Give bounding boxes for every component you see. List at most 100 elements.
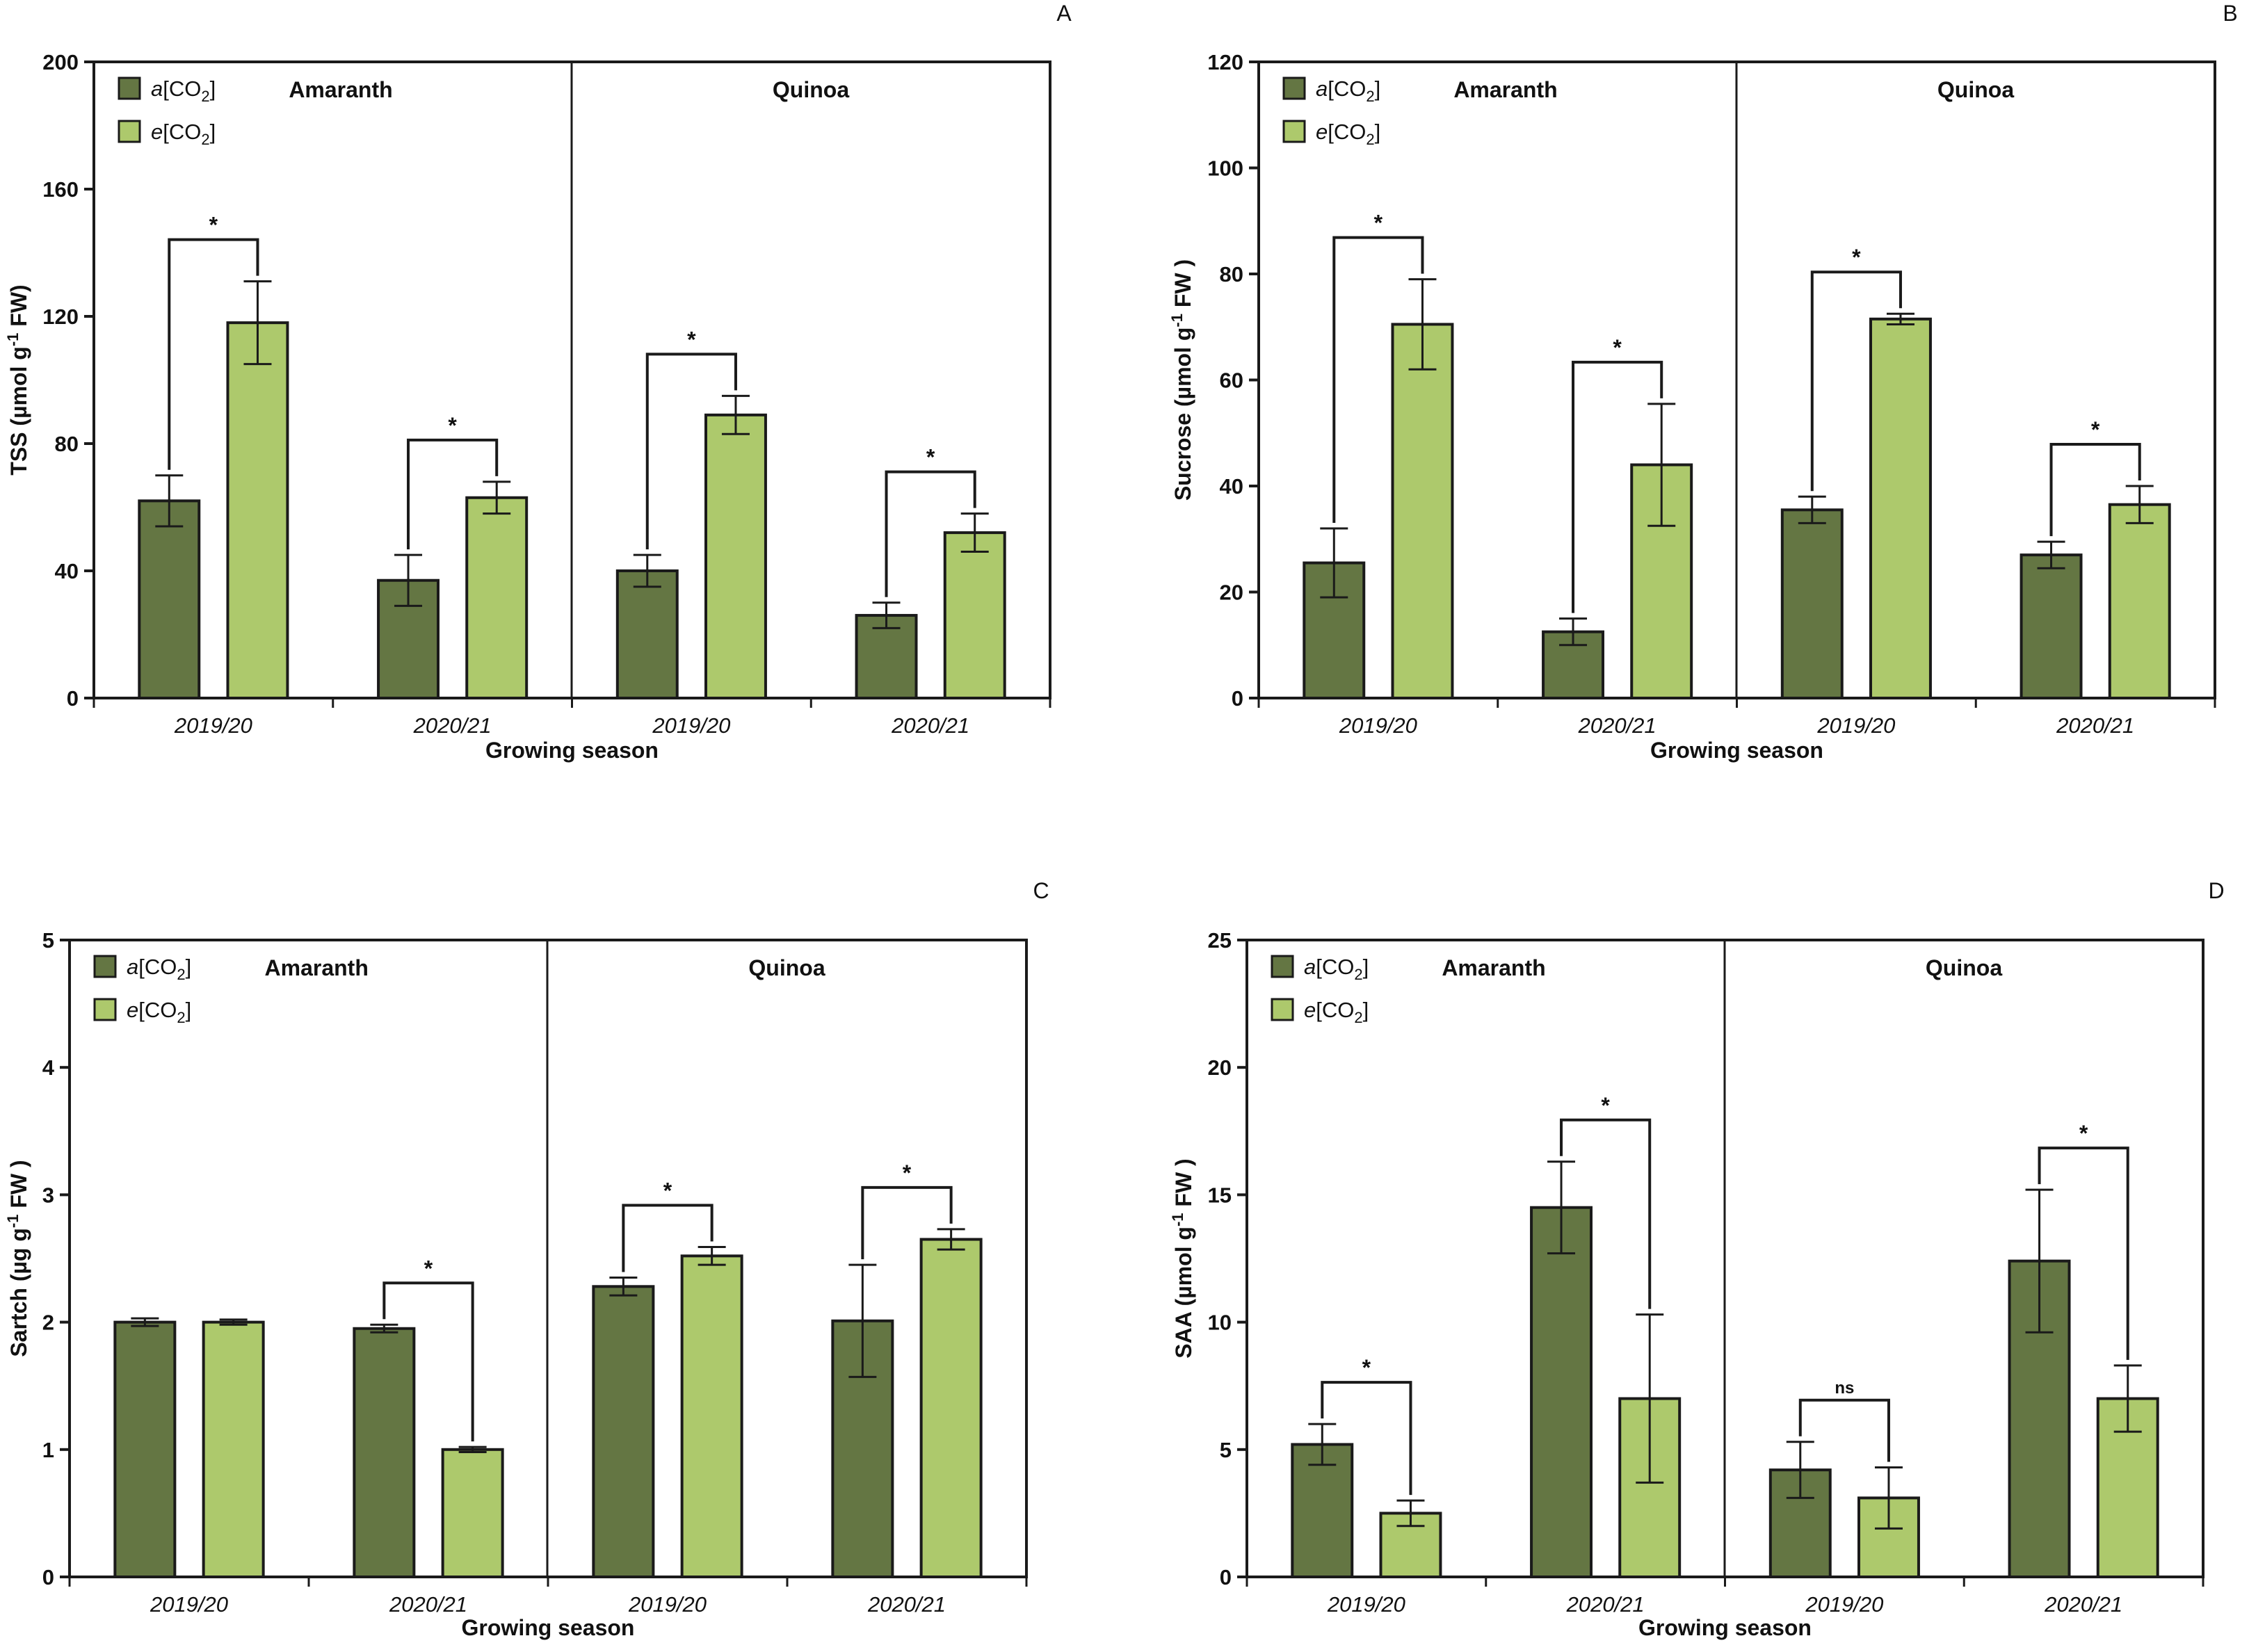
bar-elevated (1391, 323, 1454, 699)
significance-bracket (2038, 1147, 2129, 1360)
y-tick-label: 80 (55, 432, 79, 456)
legend-swatch (1271, 955, 1294, 978)
significance-label: * (903, 1160, 912, 1185)
significance-label: * (687, 327, 696, 352)
bar-ambient (353, 1327, 416, 1578)
bar-ambient (855, 614, 918, 699)
x-axis-label: Growing season (485, 738, 659, 763)
section-title: Quinoa (1937, 77, 2014, 102)
x-axis-label: Growing season (462, 1615, 635, 1640)
y-tick-label: 120 (42, 305, 79, 329)
y-tick-label: 5 (1220, 1438, 1232, 1462)
y-tick-label: 0 (42, 1565, 54, 1589)
y-tick-label: 60 (1220, 369, 1243, 393)
bar-elevated (1869, 317, 1932, 699)
legend-swatch (1271, 998, 1294, 1021)
y-tick-label: 20 (1220, 581, 1243, 605)
bar-elevated (202, 1320, 265, 1578)
y-tick-label: 0 (1232, 686, 1243, 711)
bar-elevated (1379, 1512, 1442, 1578)
panel-A: A 0 40 80 120 160 200 TSS (µmol g-1 FW) Growing … (4, 1, 1072, 763)
y-tick-label: 15 (1208, 1183, 1232, 1207)
x-tick-label: 2019/20 (652, 713, 730, 738)
significance-label: * (926, 445, 935, 470)
significance-bracket (885, 470, 976, 597)
bar-ambient (592, 1285, 655, 1578)
x-tick-label: 2019/20 (1327, 1592, 1405, 1617)
bar-elevated (226, 321, 289, 699)
y-tick-label: 0 (1220, 1565, 1232, 1589)
section-title: Amaranth (289, 77, 392, 102)
x-tick-label: 2020/21 (891, 713, 969, 738)
legend-label: e[CO2] (1316, 120, 1380, 148)
legend-label: a[CO2] (1316, 76, 1380, 105)
y-tick-label: 40 (1220, 474, 1243, 499)
legend-swatch (93, 955, 117, 978)
significance-bracket (1810, 270, 1902, 492)
y-tick-label: 20 (1208, 1055, 1232, 1080)
x-tick-label: 2020/21 (1578, 713, 1656, 738)
significance-bracket (382, 1281, 474, 1442)
significance-bracket (1560, 1118, 1652, 1309)
significance-label: * (448, 413, 457, 438)
panel-letter: A (1056, 1, 1072, 26)
significance-bracket (1572, 360, 1663, 613)
section-title: Quinoa (1926, 955, 2002, 980)
significance-label: * (209, 213, 218, 238)
panel-letter: D (2208, 878, 2224, 903)
bar-elevated (919, 1238, 983, 1579)
y-tick-label: 80 (1220, 262, 1243, 286)
y-tick-label: 10 (1208, 1311, 1232, 1335)
legend-swatch (1282, 120, 1306, 143)
legend-label: a[CO2] (1304, 955, 1369, 983)
y-tick-label: 1 (42, 1438, 54, 1462)
bar-elevated (704, 413, 767, 699)
significance-label: * (1613, 335, 1622, 360)
significance-bracket (645, 353, 737, 550)
y-tick-label: 4 (42, 1055, 55, 1080)
bar-ambient (2020, 553, 2083, 699)
panel-B: B 0 20 40 60 80 100 120 Sucrose (µmol g-1 FW ) Gr… (1168, 1, 2238, 763)
significance-label: * (1362, 1355, 1371, 1380)
x-tick-label: 2019/20 (1805, 1592, 1883, 1617)
y-tick-label: 0 (67, 686, 79, 711)
y-tick-label: 5 (42, 928, 54, 953)
panel-letter: C (1033, 878, 1049, 903)
y-axis-label: Sartch (µg g-1 FW ) (4, 1160, 31, 1357)
legend-label: e[CO2] (127, 998, 191, 1026)
significance-bracket (407, 438, 499, 550)
bar-elevated (943, 531, 1006, 699)
bar-ambient (1780, 508, 1844, 699)
bar-ambient (138, 499, 201, 699)
x-tick-label: 2020/21 (2056, 713, 2134, 738)
bar-ambient (1530, 1206, 1593, 1578)
bar-elevated (2108, 503, 2171, 699)
x-tick-label: 2020/21 (2044, 1592, 2122, 1617)
panel-C: C 0 1 2 3 4 5 Sartch (µg g-1 FW ) Growing season… (4, 878, 1049, 1640)
bar-ambient (1291, 1443, 1354, 1578)
section-title: Quinoa (773, 77, 849, 102)
significance-label: * (424, 1256, 433, 1281)
significance-label: * (1601, 1093, 1610, 1118)
x-tick-label: 2019/20 (1339, 713, 1417, 738)
legend-swatch (93, 998, 117, 1021)
significance-bracket (1332, 236, 1424, 523)
legend-swatch (118, 120, 141, 143)
bar-elevated (680, 1254, 743, 1579)
x-tick-label: 2019/20 (1816, 713, 1895, 738)
y-tick-label: 40 (55, 559, 79, 583)
significance-bracket (622, 1204, 714, 1272)
x-tick-label: 2020/21 (867, 1592, 946, 1617)
significance-label: * (1374, 211, 1383, 236)
x-tick-label: 2020/21 (389, 1592, 467, 1617)
panel-letter: B (2223, 1, 2237, 26)
significance-label: * (2079, 1121, 2088, 1146)
y-axis-label: Sucrose (µmol g-1 FW ) (1168, 259, 1195, 501)
section-title: Quinoa (748, 955, 825, 980)
x-tick-label: 2019/20 (150, 1592, 228, 1617)
section-title: Amaranth (1442, 955, 1545, 980)
significance-bracket (168, 238, 259, 470)
legend-label: a[CO2] (127, 955, 191, 983)
y-tick-label: 25 (1208, 928, 1232, 953)
